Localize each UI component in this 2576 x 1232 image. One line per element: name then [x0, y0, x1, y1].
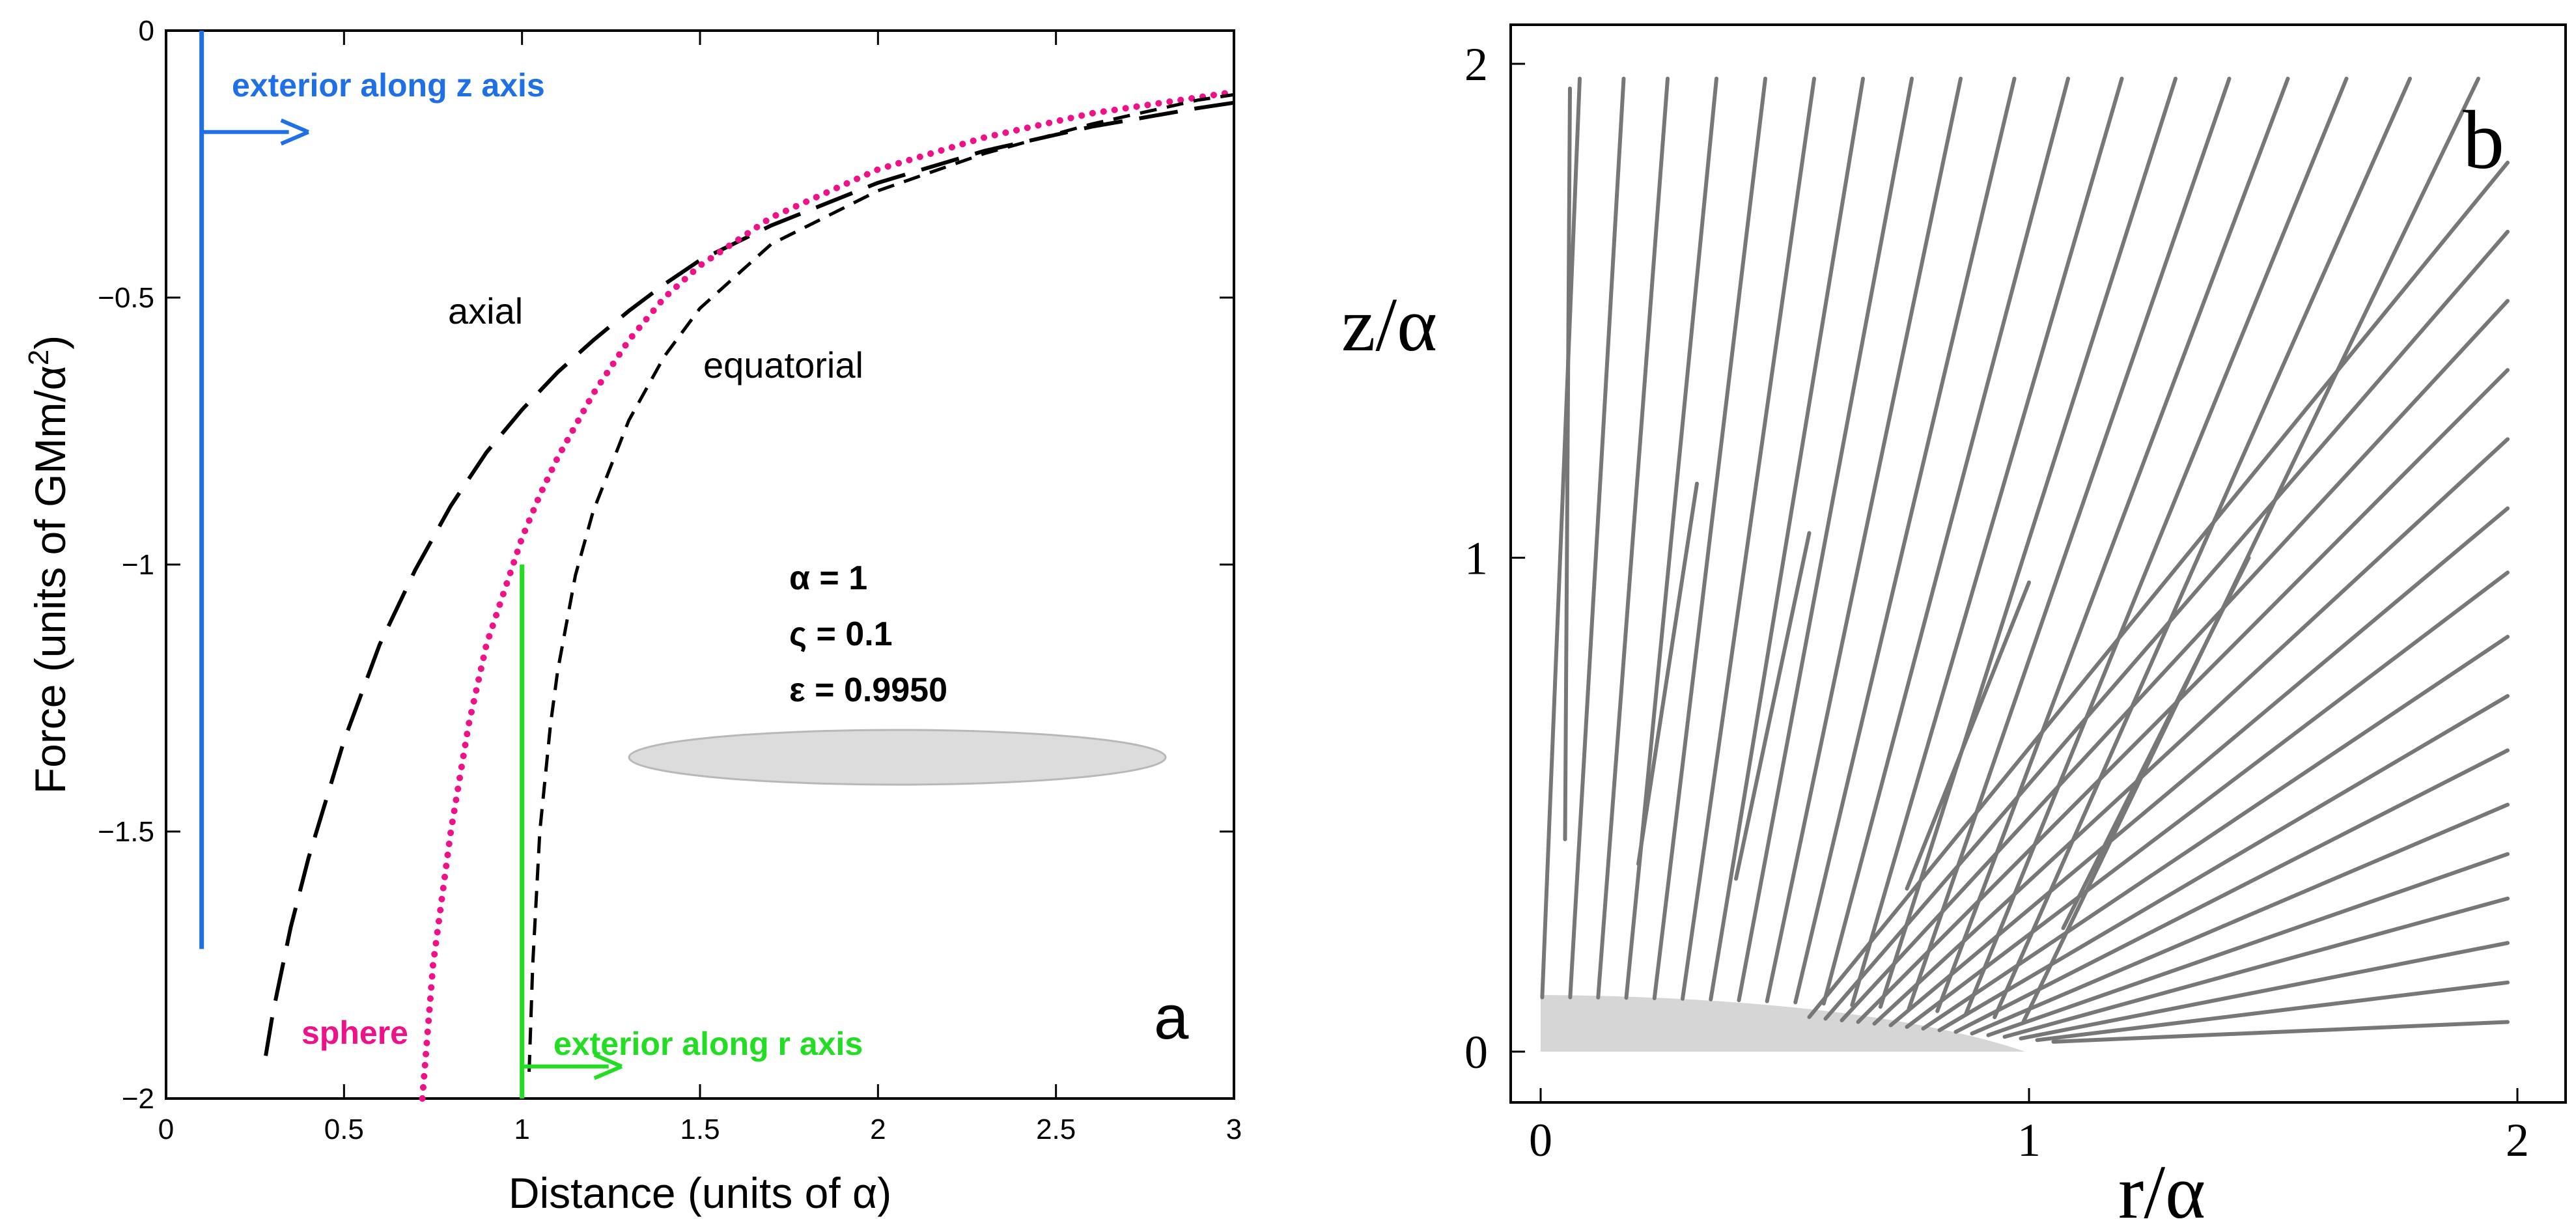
field-line	[1878, 76, 2177, 1009]
annotation-exterior-r: exterior along r axis	[553, 1026, 863, 1062]
field-line	[1680, 76, 1816, 1001]
field-line	[1872, 437, 2510, 1026]
panel-b-shaded-region	[1541, 995, 2025, 1052]
label-sphere: sphere	[301, 1015, 408, 1051]
field-line	[1937, 693, 2510, 1033]
a-ytick-label: −2	[122, 1083, 154, 1115]
panel-a-exterior-lines	[199, 31, 623, 1099]
panel-b-ylabel: z/α	[1341, 282, 1437, 367]
b-ytick-label: 0	[1464, 1026, 1488, 1078]
exterior-r-arrow-head	[593, 1053, 623, 1080]
panel-b-plot-frame	[1509, 23, 2567, 1104]
a-xtick-label: 2	[870, 1113, 886, 1145]
panel-a-ticks	[165, 29, 1235, 1100]
field-line	[1807, 160, 2510, 1019]
field-line	[1793, 76, 2017, 1005]
panel-b-xlabel: r/α	[2118, 1149, 2205, 1232]
spheroid-ellipse	[628, 729, 1167, 786]
a-ytick-label: −1.5	[98, 816, 154, 848]
field-line	[2061, 555, 2251, 931]
label-axial: axial	[448, 290, 523, 331]
panel-a-ylabel: Force (units of GMm/α2)	[23, 335, 74, 794]
field-line	[1905, 570, 2510, 1029]
b-xtick-label: 2	[2506, 1114, 2529, 1166]
a-xtick-label: 3	[1226, 1113, 1242, 1145]
a-xtick-label: 0	[158, 1113, 174, 1145]
panel-a-plot-frame	[165, 29, 1235, 1100]
field-line	[1652, 76, 1767, 1001]
panel-b-tick-labels: 0 1 2 0 1 2	[1464, 38, 2529, 1166]
a-xtick-label: 1	[514, 1113, 529, 1145]
field-line	[1993, 76, 2412, 1020]
field-line	[1563, 86, 1572, 841]
a-xtick-label: 2.5	[1036, 1113, 1076, 1145]
field-line	[2019, 941, 2510, 1041]
panel-a-xlabel: Distance (units of α)	[509, 1169, 891, 1217]
param-alpha: α = 1	[789, 559, 867, 597]
field-line	[1840, 299, 2510, 1022]
param-epsilon: ε = 0.9950	[789, 671, 947, 709]
param-sigma: ς = 0.1	[789, 615, 893, 653]
series-equatorial	[527, 92, 1235, 1072]
b-ytick-label: 1	[1464, 533, 1488, 585]
panel-a-label: a	[1154, 983, 1189, 1052]
a-ytick-label: −1	[122, 549, 154, 581]
field-line	[1821, 76, 2070, 1006]
b-ytick-label: 2	[1464, 38, 1488, 91]
field-line	[1850, 76, 2124, 1007]
field-line	[1907, 76, 2232, 1011]
field-line	[1888, 506, 2510, 1028]
panel-b-field-lines	[1540, 76, 2510, 1044]
field-line	[1636, 481, 1699, 866]
panel-a-series	[264, 89, 1237, 1102]
panel-a: 0 0.5 1 1.5 2 2.5 3 0 −0.5 −1 −1.5 −2 exterior alon…	[23, 15, 1242, 1217]
field-line	[1709, 76, 1865, 1001]
label-equatorial: equatorial	[703, 344, 863, 385]
field-line	[1856, 368, 2510, 1024]
panel-b-ticks	[1511, 63, 2519, 1102]
panel-b-label: b	[2463, 94, 2504, 186]
field-line	[2021, 76, 2480, 1024]
field-line	[1921, 634, 2510, 1031]
a-ytick-label: −0.5	[98, 282, 154, 314]
b-xtick-label: 0	[1529, 1114, 1552, 1166]
a-ytick-label: 0	[139, 15, 154, 47]
field-line	[2035, 980, 2510, 1043]
field-line	[1734, 531, 1812, 881]
field-line	[1823, 229, 2510, 1021]
ylabel-main: Force (units of GMm/α	[26, 365, 74, 794]
field-line	[2051, 1020, 2510, 1044]
field-line	[1964, 76, 2349, 1016]
field-line	[1986, 852, 2510, 1037]
field-line	[1905, 580, 2031, 891]
panel-b: 0 1 2 0 1 2 b r/α z/α	[1341, 23, 2567, 1232]
b-xtick-label: 1	[2017, 1114, 2041, 1166]
field-line	[1568, 76, 1626, 1000]
field-line	[1970, 802, 2510, 1036]
field-line	[2002, 896, 2510, 1039]
field-line	[1540, 76, 1582, 1000]
panel-a-tick-labels: 0 0.5 1 1.5 2 2.5 3 0 −0.5 −1 −1.5 −2	[98, 15, 1242, 1145]
annotation-exterior-z: exterior along z axis	[232, 67, 545, 104]
series-axial	[264, 100, 1235, 1056]
ylabel-close: )	[26, 335, 74, 350]
field-line	[1596, 76, 1670, 1000]
series-sphere	[419, 89, 1237, 1102]
ylabel-sup: 2	[23, 350, 55, 365]
a-xtick-label: 1.5	[680, 1113, 720, 1145]
field-line	[1765, 76, 1963, 1003]
exterior-z-arrow-head	[280, 119, 309, 146]
a-xtick-label: 0.5	[324, 1113, 364, 1145]
field-line	[1953, 748, 2510, 1034]
field-line	[1737, 76, 1914, 1003]
